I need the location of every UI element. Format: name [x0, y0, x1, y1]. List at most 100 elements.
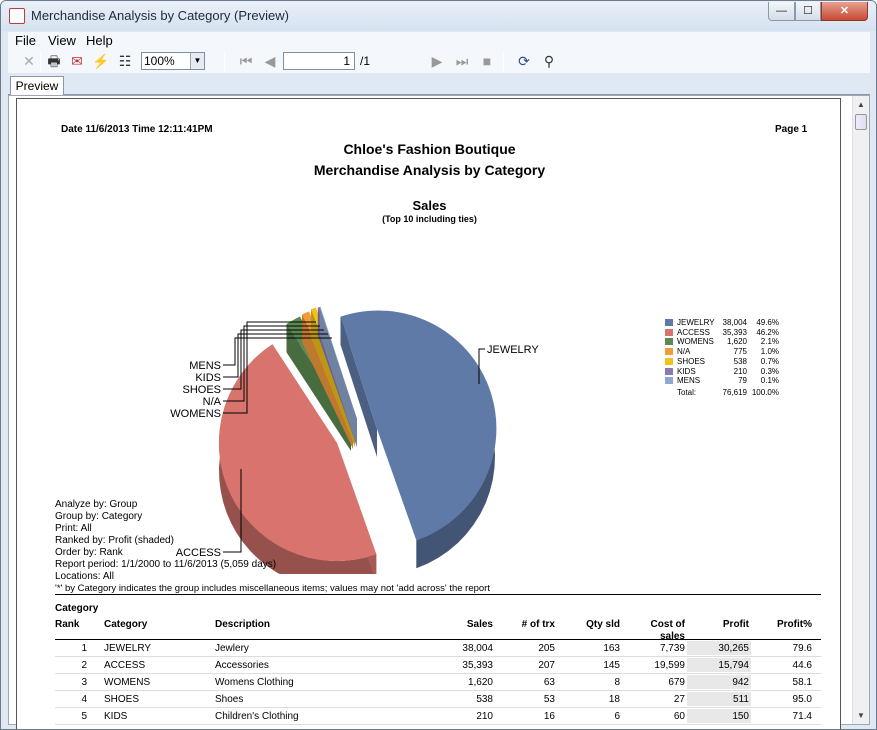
legend-value: 35,393: [722, 327, 747, 337]
pie-label: JEWELRY: [487, 344, 539, 356]
leader-line: [223, 469, 242, 553]
legend-percent: 1.0%: [760, 347, 779, 357]
report-page: Date 11/6/2013 Time 12:11:41PM Page 1 Ch…: [16, 98, 841, 729]
pie-label: SHOES: [182, 384, 221, 396]
maximize-button[interactable]: ☐: [795, 2, 821, 21]
table-row: 3 WOMENS Womens Clothing 1,620 63 8 679 942 58.1: [55, 674, 821, 691]
pie-slice-mens: [319, 306, 357, 447]
col-trx: # of trx: [521, 619, 555, 630]
pie-label: MENS: [189, 360, 221, 372]
legend-label: N/A: [677, 347, 691, 357]
leader-line: [223, 337, 332, 366]
param-line: Ranked by: Profit (shaded): [55, 535, 174, 546]
cell-profit: 942: [732, 677, 749, 688]
legend-item: KIDS 210 0.3%: [665, 367, 795, 377]
lightning-icon[interactable]: ⚡: [92, 53, 110, 69]
refresh-icon[interactable]: ⟳: [518, 53, 530, 69]
page-number-input[interactable]: 1: [283, 52, 355, 70]
scroll-down-icon[interactable]: ▼: [857, 711, 865, 720]
menu-view[interactable]: View: [48, 33, 76, 48]
leader-line: [223, 325, 320, 402]
legend-percent: 49.6%: [756, 318, 779, 327]
report-page-number: Page 1: [775, 124, 808, 135]
param-line: Analyze by: Group: [55, 499, 138, 510]
col-qty: Qty sld: [586, 619, 620, 630]
close-report-icon[interactable]: ✕: [23, 53, 35, 69]
pie-slice-access: [218, 344, 377, 574]
legend-label: JEWELRY: [677, 318, 715, 327]
param-line: '*' by Category indicates the group incl…: [55, 583, 490, 594]
legend-label: SHOES: [677, 356, 706, 366]
legend-swatch: [665, 357, 673, 365]
cell-qty: 18: [608, 694, 620, 705]
legend-item: JEWELRY 38,004 49.6%: [665, 318, 795, 328]
last-page-icon[interactable]: ⏭: [455, 53, 469, 69]
cell-description: Children's Clothing: [215, 711, 299, 722]
legend-percent: 0.1%: [760, 376, 779, 386]
menu-help[interactable]: Help: [86, 33, 113, 48]
col-category: Category: [104, 619, 148, 630]
zoom-select[interactable]: 100% ▼: [141, 52, 205, 70]
title-bar[interactable]: Merchandise Analysis by Category (Previe…: [1, 1, 876, 31]
prev-page-icon[interactable]: ◀: [264, 53, 276, 69]
toolbar-separator: [503, 53, 504, 71]
first-page-icon[interactable]: ⏮: [239, 53, 253, 69]
next-page-icon[interactable]: ▶: [431, 53, 443, 69]
leader-line: [223, 321, 316, 414]
table-row: 2 ACCESS Accessories 35,393 207 145 19,599 15,7…: [55, 657, 821, 674]
toolbar-separator: [224, 53, 225, 71]
cell-sales: 35,393: [462, 660, 493, 671]
legend-label: MENS: [677, 376, 701, 386]
legend-swatch: [665, 328, 673, 336]
chevron-down-icon[interactable]: ▼: [190, 53, 204, 69]
cell-qty: 145: [603, 660, 620, 671]
app-icon: [9, 8, 25, 24]
report-viewer[interactable]: Date 11/6/2013 Time 12:11:41PM Page 1 Ch…: [8, 95, 870, 729]
legend-item: WOMENS 1,620 2.1%: [665, 337, 795, 347]
report-title: Merchandise Analysis by Category: [313, 162, 546, 178]
profit-shade: [687, 641, 751, 655]
table-row: 1 JEWELRY Jewlery 38,004 205 163 7,739 30,265 79…: [55, 640, 821, 657]
legend-value: 538: [733, 356, 747, 366]
legend-item: N/A 775 1.0%: [665, 347, 795, 357]
legend-total-label: Total:: [677, 387, 697, 397]
cell-profit-pct: 71.4: [792, 711, 812, 722]
vertical-scrollbar[interactable]: ▲ ▼: [852, 96, 869, 724]
legend-swatch: [665, 367, 673, 375]
legend-item: ACCESS 35,393 46.2%: [665, 328, 795, 338]
table-row: 4 SHOES Shoes 538 53 18 27 511 95.0: [55, 691, 821, 708]
legend-swatch: [665, 338, 673, 346]
cell-qty: 163: [603, 643, 620, 654]
col-cost-line2: sales: [659, 631, 685, 642]
col-cost: Cost of: [650, 619, 685, 630]
toolbar: ✕ 🖶 ✉ ⚡ ☷ 100% ▼ ⏮ ◀ 1 /1 ▶ ⏭ ■ ⟳ ⚲: [8, 50, 870, 73]
cell-sales: 210: [476, 711, 493, 722]
legend-label: KIDS: [677, 366, 696, 376]
menu-file[interactable]: File: [15, 33, 36, 48]
group-tree-icon[interactable]: ☷: [118, 53, 132, 69]
scroll-thumb[interactable]: [855, 114, 867, 130]
param-line: Report period: 1/1/2000 to 11/6/2013 (5,…: [55, 559, 277, 570]
print-icon[interactable]: 🖶: [47, 53, 61, 69]
param-line: Print: All: [55, 523, 92, 534]
minimize-button[interactable]: —: [768, 2, 795, 21]
pie-label: N/A: [203, 396, 222, 408]
profit-shade: [687, 692, 751, 706]
table-rule: [55, 594, 821, 595]
legend-swatch: [665, 348, 673, 356]
cell-category: WOMENS: [104, 677, 151, 688]
export-icon[interactable]: ✉: [71, 53, 83, 69]
cell-category: ACCESS: [104, 660, 146, 671]
stop-icon[interactable]: ■: [482, 53, 492, 69]
tab-preview[interactable]: Preview: [10, 76, 64, 96]
cell-profit: 150: [732, 711, 749, 722]
scroll-up-icon[interactable]: ▲: [857, 100, 865, 109]
profit-shade: [687, 709, 751, 723]
cell-cost: 19,599: [654, 660, 685, 671]
search-icon[interactable]: ⚲: [543, 53, 555, 69]
param-line: Order by: Rank: [55, 547, 123, 558]
report-company: Chloe's Fashion Boutique: [343, 141, 516, 157]
cell-trx: 16: [543, 711, 555, 722]
close-button[interactable]: ✕: [821, 2, 868, 21]
